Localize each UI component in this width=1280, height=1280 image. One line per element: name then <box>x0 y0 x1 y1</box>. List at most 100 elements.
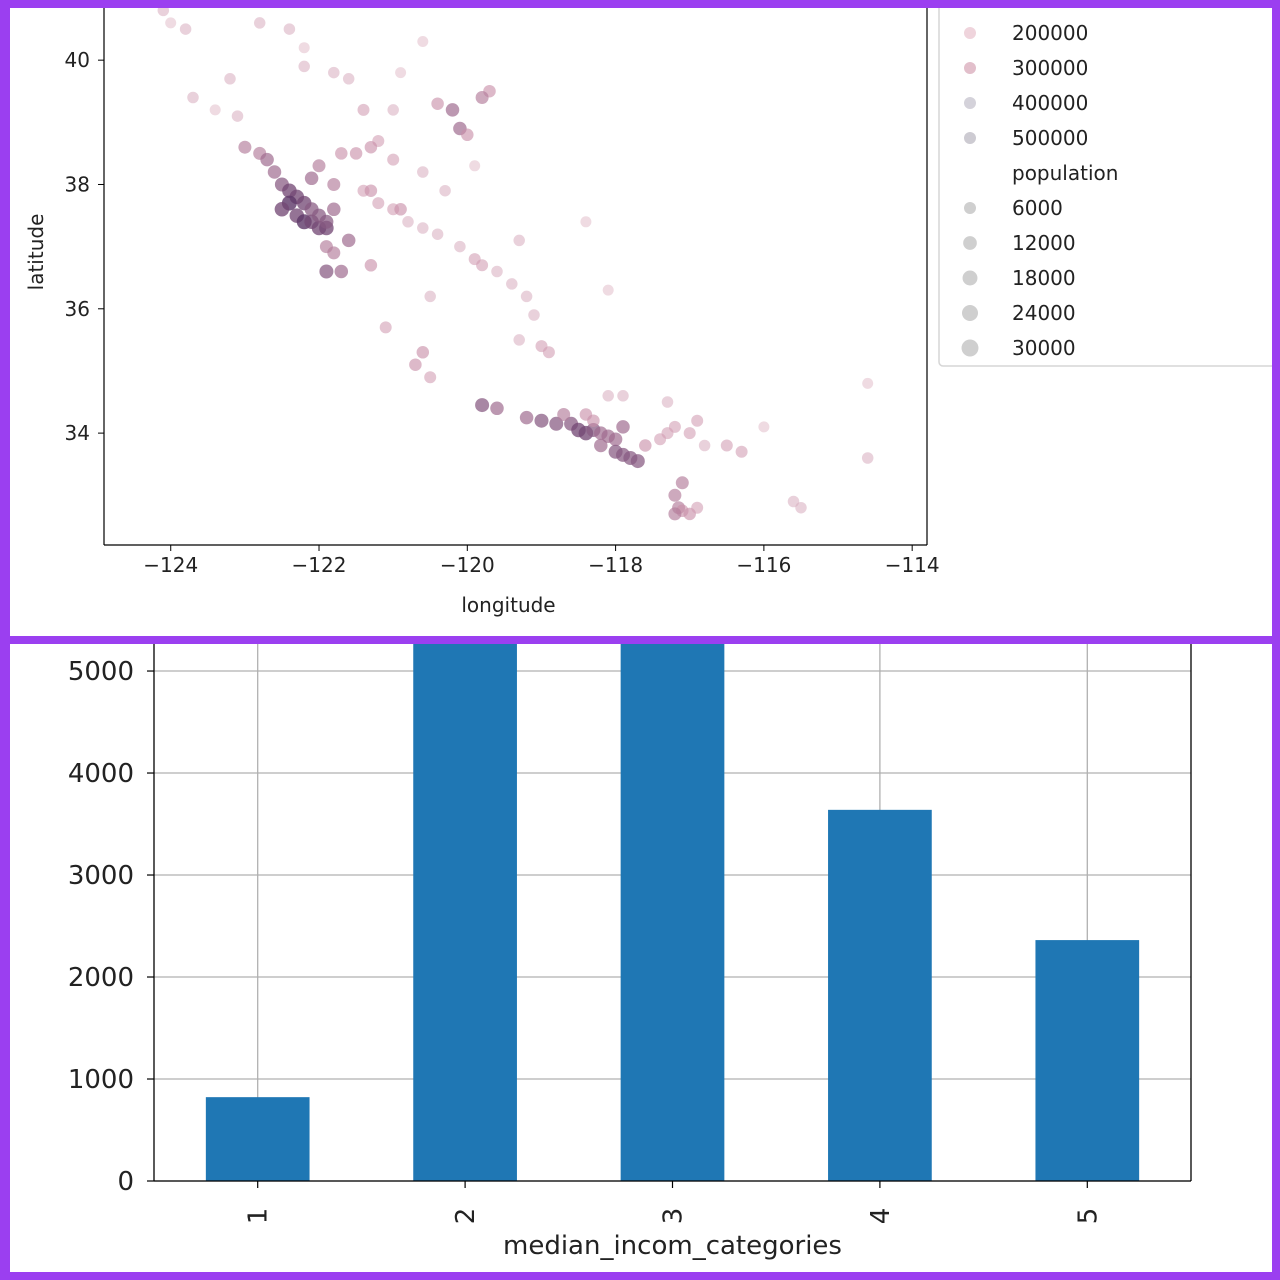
scatter-point <box>469 160 481 172</box>
y-axis-label: latitude <box>24 214 48 291</box>
scatter-point <box>424 371 437 384</box>
scatter-point <box>394 203 407 216</box>
scatter-point <box>328 66 340 79</box>
scatter-point <box>639 439 652 452</box>
scatter-point <box>506 278 518 290</box>
scatter-point <box>668 488 682 502</box>
scatter-points <box>157 8 874 521</box>
scatter-point <box>861 452 874 464</box>
scatter-point <box>549 416 564 431</box>
scatter-point <box>364 259 378 272</box>
scatter-point <box>253 17 266 29</box>
legend-marker <box>964 62 976 74</box>
y-tick-label: 4000 <box>68 759 134 789</box>
x-tick-label: −114 <box>885 553 940 577</box>
legend-label: 200000 <box>1012 21 1088 45</box>
scatter-point <box>238 140 252 154</box>
x-tick-label: 1 <box>244 1208 274 1225</box>
x-tick-label: −124 <box>143 553 198 577</box>
legend-size-marker <box>962 305 978 321</box>
y-tick-label: 36 <box>65 297 90 321</box>
bars <box>205 644 1140 1181</box>
legend-label: 300000 <box>1012 56 1088 80</box>
scatter-point <box>341 233 356 248</box>
scatter-point <box>602 390 614 402</box>
scatter-point <box>334 264 349 279</box>
scatter-point <box>519 410 534 425</box>
scatter-point <box>528 309 540 321</box>
scatter-point <box>424 290 436 303</box>
scatter-point <box>387 153 400 166</box>
scatter-point <box>490 401 504 416</box>
legend-label: 12000 <box>1012 231 1076 255</box>
scatter-point <box>260 152 274 167</box>
scatter-point <box>720 439 733 452</box>
scatter-point <box>431 228 444 240</box>
scatter-point <box>616 420 630 434</box>
scatter-point <box>224 73 236 85</box>
scatter-point <box>327 246 341 260</box>
scatter-point <box>327 202 341 217</box>
legend-marker <box>964 97 976 109</box>
bar <box>413 644 517 1181</box>
x-axis-label: median_incom_categories <box>503 1231 842 1261</box>
scatter-point <box>735 445 748 458</box>
scatter-point <box>327 178 341 191</box>
scatter-point <box>668 420 681 433</box>
scatter-point <box>417 222 429 234</box>
scatter-point <box>304 202 319 217</box>
scatter-point <box>298 60 310 73</box>
scatter-point <box>187 91 199 104</box>
y-tick-label: 2000 <box>68 963 134 993</box>
scatter-point <box>513 334 525 346</box>
scatter-point <box>335 147 348 160</box>
scatter-point <box>439 184 451 197</box>
legend-label: 6000 <box>1012 196 1063 220</box>
y-tick-label: 5000 <box>68 657 134 687</box>
bar-panel: 0 1000 2000 3000 4000 5000 1 2 3 4 5 median_incom_c… <box>10 644 1272 1272</box>
scatter-point <box>179 23 192 35</box>
scatter-point <box>157 8 170 17</box>
scatter-point <box>795 501 807 514</box>
scatter-point <box>379 321 392 334</box>
scatter-point <box>364 184 378 197</box>
scatter-point <box>431 97 444 110</box>
scatter-point <box>661 396 674 408</box>
x-axis-label: longitude <box>461 593 555 617</box>
scatter-point <box>579 408 593 421</box>
scatter-point <box>475 398 490 413</box>
scatter-point <box>364 140 378 154</box>
scatter-point <box>274 202 290 217</box>
legend-size-marker <box>961 339 979 357</box>
scatter-point <box>387 104 399 116</box>
legend-size-marker <box>964 202 976 214</box>
x-tick-label: −120 <box>440 553 495 577</box>
legend-label: 500000 <box>1012 126 1088 150</box>
scatter-point <box>534 413 549 428</box>
scatter-panel: −124 −122 −120 −118 −116 −114 34 36 38 40 longitud… <box>10 8 1272 636</box>
x-tick-label: 4 <box>866 1208 896 1225</box>
scatter-point <box>630 454 645 469</box>
scatter-point <box>476 259 489 272</box>
legend-label: 24000 <box>1012 301 1076 325</box>
scatter-point <box>862 377 874 389</box>
scatter-point <box>557 408 571 421</box>
scatter-point <box>357 103 370 116</box>
y-tick-label: 40 <box>65 48 90 72</box>
legend-size-marker <box>963 236 977 250</box>
bar <box>620 644 725 1181</box>
y-tick-label: 38 <box>65 172 90 196</box>
scatter-point <box>475 91 489 104</box>
scatter-point <box>691 501 704 514</box>
scatter-chart: −124 −122 −120 −118 −116 −114 34 36 38 40 longitud… <box>24 8 1272 617</box>
x-tick-label: 2 <box>451 1208 481 1225</box>
bar <box>205 1097 310 1181</box>
scatter-point <box>454 240 466 253</box>
scatter-point <box>594 438 608 453</box>
scatter-point <box>417 36 429 47</box>
scatter-point <box>698 439 711 452</box>
scatter-point <box>580 216 592 228</box>
scatter-point <box>402 216 414 228</box>
y-tick-label: 3000 <box>68 861 134 891</box>
scatter-point <box>491 265 503 278</box>
